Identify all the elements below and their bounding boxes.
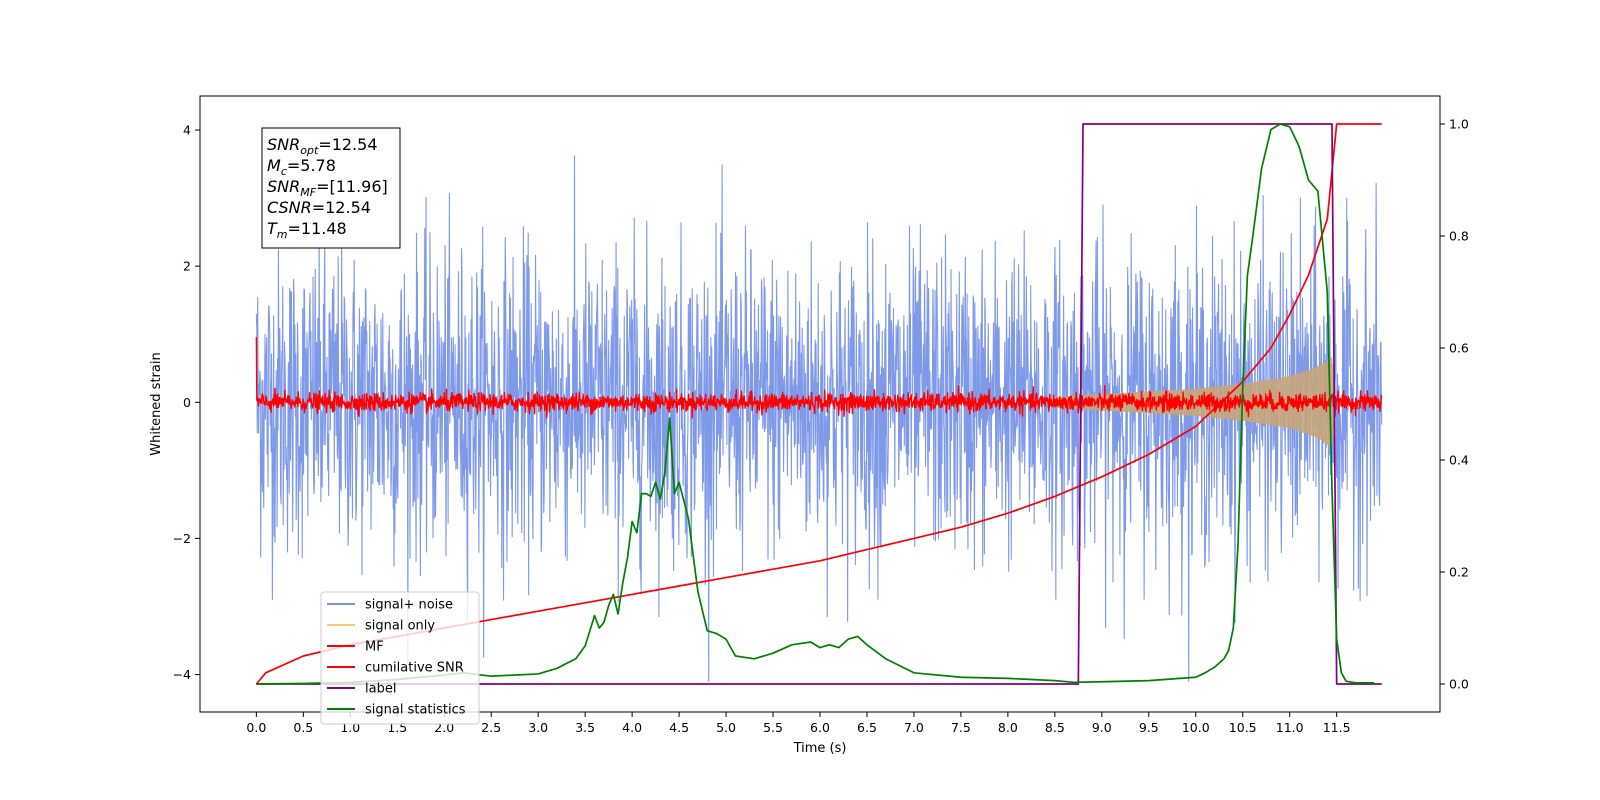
x-tick-label: 11.5 [1323,720,1351,735]
x-tick-label: 5.0 [716,720,736,735]
y2-tick-label: 0.2 [1449,565,1469,580]
y2-tick-label: 0.4 [1449,453,1469,468]
x-tick-label: 0.0 [246,720,266,735]
annotation-line: Tm=11.48 [267,219,347,241]
annotation-line: SNRopt=12.54 [267,135,378,157]
series-mf [255,336,1383,419]
y-tick-label: −2 [173,531,191,546]
y-tick-label: −4 [173,667,191,682]
annotation-frame [261,127,401,249]
y2-tick-label: 0.0 [1449,677,1469,692]
x-tick-label: 11.0 [1276,720,1304,735]
x-tick-label: 3.5 [575,720,595,735]
x-tick-label: 7.5 [951,720,971,735]
legend-entry-label: MF [365,640,384,655]
y-axis: −4 −2 0 2 4 [173,123,200,682]
y2-tick-label: 0.6 [1449,341,1469,356]
x-tick-label: 8.5 [1045,720,1065,735]
annotation-box: SNRopt=12.54Mc=5.78SNRMF=[11.96]CSNR=12.… [261,127,401,249]
x-tick-label: 5.5 [763,720,783,735]
legend: signal+ noise signal only MF cumilative SNR… [320,591,480,725]
x-axis-label: Time (s) [793,741,847,756]
annotation-line: Mc=5.78 [267,156,336,178]
y-tick-label: 4 [183,123,191,138]
annotation-line: CSNR=12.54 [267,198,371,217]
legend-entry-label: cumilative SNR [365,661,464,676]
x-tick-label: 6.5 [857,720,877,735]
x-tick-label: 4.0 [622,720,642,735]
y2-tick-label: 0.8 [1449,229,1469,244]
x-tick-label: 9.0 [1092,720,1112,735]
legend-frame [320,591,480,725]
x-tick-label: 10.5 [1229,720,1257,735]
x-tick-label: 4.5 [669,720,689,735]
y-tick-label: 2 [183,259,191,274]
y-tick-label: 0 [183,395,191,410]
x-tick-label: 3.0 [528,720,548,735]
x-tick-label: 2.5 [481,720,501,735]
series-signal-statistics [256,123,1375,685]
legend-entry-label: signal statistics [365,703,466,718]
x-tick-label: 0.5 [293,720,313,735]
legend-entry-label: signal+ noise [365,598,453,613]
x-tick-label: 8.0 [998,720,1018,735]
series-label [256,123,1382,685]
x-tick-label: 7.0 [904,720,924,735]
y2-axis: 0.0 0.2 0.4 0.6 0.8 1.0 [1440,117,1469,692]
x-tick-label: 10.0 [1182,720,1210,735]
annotation-line: SNRMF=[11.96] [267,177,388,199]
legend-entry-label: signal only [365,619,435,634]
x-tick-label: 9.5 [1139,720,1159,735]
x-tick-label: 6.0 [810,720,830,735]
y2-tick-label: 1.0 [1449,117,1469,132]
y-axis-label: Whitened strain [149,352,164,455]
legend-entry-label: label [365,682,396,697]
